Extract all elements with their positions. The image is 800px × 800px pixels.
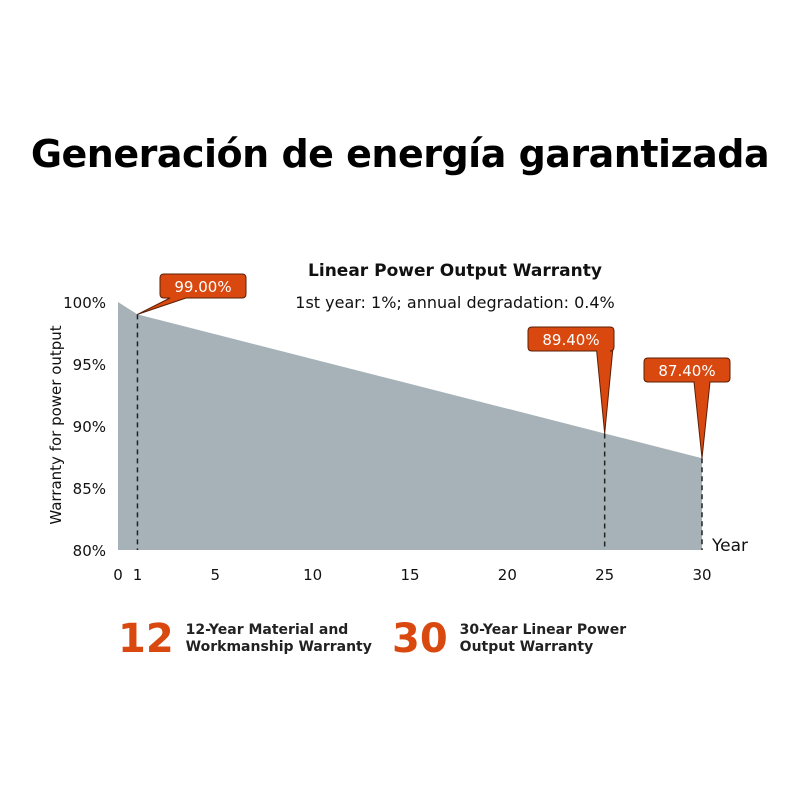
x-tick-label: 0 bbox=[113, 566, 123, 584]
x-tick-label: 20 bbox=[498, 566, 517, 584]
callout-box bbox=[137, 273, 247, 315]
x-tick-label: 25 bbox=[595, 566, 614, 584]
page-title: Generación de energía garantizada bbox=[30, 132, 770, 176]
callout-box bbox=[643, 357, 731, 459]
y-tick-label: 100% bbox=[63, 294, 106, 312]
y-tick-label: 80% bbox=[73, 542, 106, 560]
y-axis-label: Warranty for power output bbox=[47, 325, 65, 524]
y-tick-label: 90% bbox=[73, 418, 106, 436]
warranty-area bbox=[118, 302, 702, 550]
warranty-material-number: 12 bbox=[118, 616, 174, 662]
warranty-linear-power: 30 30-Year Linear Power Output Warranty bbox=[392, 619, 626, 659]
warranty-material-line1: 12-Year Material and bbox=[185, 622, 349, 638]
warranty-linear-power-line1: 30-Year Linear Power bbox=[459, 622, 627, 638]
callout-box bbox=[527, 326, 615, 434]
warranty-material-text: 12-Year Material and Workmanship Warrant… bbox=[186, 622, 372, 656]
callout-label: 99.00% bbox=[174, 278, 231, 296]
y-tick-label: 95% bbox=[73, 356, 106, 374]
warranty-linear-power-number: 30 bbox=[392, 616, 448, 662]
x-tick-label: 5 bbox=[211, 566, 221, 584]
x-tick-label: 15 bbox=[400, 566, 419, 584]
callout-label: 87.40% bbox=[658, 362, 715, 380]
x-axis-label: Year bbox=[711, 536, 748, 556]
x-tick-label: 10 bbox=[303, 566, 322, 584]
warranty-linear-power-line2: Output Warranty bbox=[459, 639, 594, 655]
x-tick-label: 1 bbox=[133, 566, 143, 584]
y-tick-label: 85% bbox=[73, 480, 106, 498]
x-tick-label: 30 bbox=[692, 566, 711, 584]
chart-subtitle: 1st year: 1%; annual degradation: 0.4% bbox=[295, 293, 614, 312]
warranty-linear-power-text: 30-Year Linear Power Output Warranty bbox=[460, 622, 626, 656]
warranty-material: 12 12-Year Material and Workmanship Warr… bbox=[118, 619, 372, 659]
warranty-material-line2: Workmanship Warranty bbox=[185, 639, 372, 655]
chart-title: Linear Power Output Warranty bbox=[308, 261, 602, 281]
callout-label: 89.40% bbox=[542, 331, 599, 349]
